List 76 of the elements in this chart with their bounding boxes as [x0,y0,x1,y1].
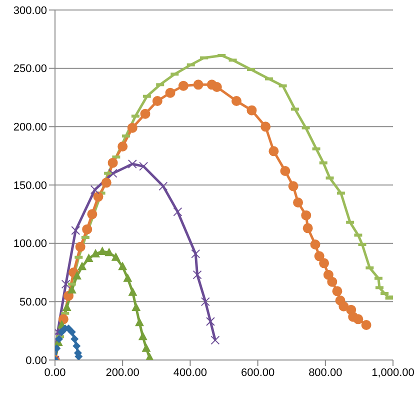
point [327,276,338,287]
point [268,146,279,156]
point [310,240,320,250]
point [70,335,79,343]
point [128,160,137,168]
x-tick-label: 1,000.00 [372,366,414,379]
point [90,185,100,194]
point [72,342,81,350]
point [118,262,128,270]
point [232,96,242,106]
point [62,302,72,311]
point [72,271,82,280]
point [314,251,324,262]
point [123,273,132,282]
y-tick-label: 50.00 [19,296,47,309]
point [82,224,92,234]
point [61,280,70,289]
point [302,223,313,234]
point [138,332,148,340]
point [132,302,141,311]
y-tick-label: 300.00 [13,4,47,17]
point [332,286,342,296]
point [98,246,107,255]
x-tick-label: 400.00 [173,366,208,379]
point [87,209,98,220]
point [191,249,200,258]
point [84,254,94,262]
point [108,158,118,168]
point [361,320,372,330]
point [75,242,86,252]
point [193,80,204,90]
point [142,343,151,352]
x-tick-label: 200.00 [106,366,140,379]
point [118,142,128,152]
point [338,301,349,312]
point [68,328,76,336]
point [78,262,87,270]
point [280,166,290,176]
point [178,80,188,91]
point [128,287,138,296]
point [212,82,222,92]
x-tick-label: 0.00 [44,366,66,379]
point [260,122,271,132]
point [91,248,100,258]
point [288,181,298,192]
point [55,335,64,343]
y-tick-label: 100.00 [13,238,47,250]
point [71,226,80,235]
point [353,314,364,324]
point [67,285,76,294]
point [192,270,202,280]
point [319,258,330,268]
y-tick-label: 250.00 [13,63,47,76]
point [293,198,304,208]
point [139,162,148,171]
point [140,108,150,119]
point [127,122,138,133]
point [93,192,104,202]
point [152,96,162,106]
point [173,207,182,216]
point [210,336,220,345]
point [301,210,312,220]
point [206,317,215,326]
point [246,105,257,116]
y-tick-label: 150.00 [13,180,47,192]
point [200,297,210,306]
point [158,182,168,191]
x-tick-label: 800.00 [308,366,342,379]
y-tick-label: 0.00 [26,354,47,367]
x-tick-label: 600.00 [240,366,275,379]
point [111,252,120,261]
point [165,88,176,98]
y-tick-label: 200.00 [13,122,47,134]
point [108,168,118,178]
point [101,178,112,188]
point [135,318,144,326]
